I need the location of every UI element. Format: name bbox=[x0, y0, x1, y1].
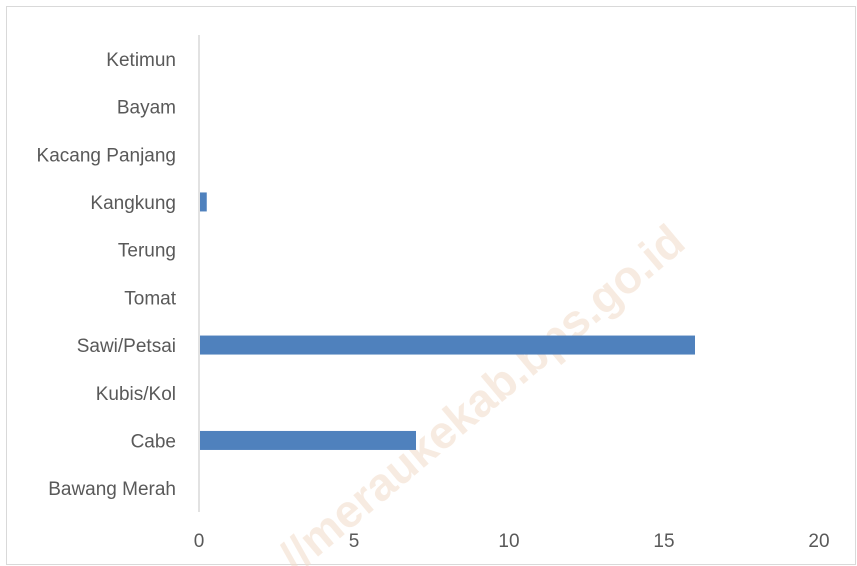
category-label-ketimun: Ketimun bbox=[106, 50, 176, 71]
category-label-kubis-kol: Kubis/Kol bbox=[96, 384, 176, 405]
x-tick-label-20: 20 bbox=[808, 531, 829, 552]
x-tick-label-0: 0 bbox=[194, 531, 205, 552]
category-label-terung: Terung bbox=[118, 241, 176, 262]
category-label-bawang-merah: Bawang Merah bbox=[48, 479, 176, 500]
bar-kangkung bbox=[200, 192, 207, 212]
x-tick-label-15: 15 bbox=[653, 531, 674, 552]
category-labels: Ketimun Bayam Kacang Panjang Kangkung Terung… bbox=[37, 50, 177, 500]
bar-cabe bbox=[200, 430, 416, 450]
bar-sawi-petsai bbox=[200, 335, 695, 355]
x-tick-label-10: 10 bbox=[498, 531, 519, 552]
category-label-bayam: Bayam bbox=[117, 98, 176, 119]
category-label-cabe: Cabe bbox=[131, 431, 176, 452]
category-label-sawi-petsai: Sawi/Petsai bbox=[77, 336, 176, 357]
category-label-kacang-panjang: Kacang Panjang bbox=[37, 145, 176, 166]
x-tick-label-5: 5 bbox=[349, 531, 360, 552]
watermark: //meraukekab.bps.go.id bbox=[269, 214, 694, 566]
category-label-tomat: Tomat bbox=[124, 288, 176, 309]
x-tick-labels: 0 5 10 15 20 bbox=[194, 531, 830, 552]
category-label-kangkung: Kangkung bbox=[90, 193, 176, 214]
bars-group bbox=[200, 192, 695, 450]
chart-frame bbox=[6, 6, 856, 565]
watermark-text: //meraukekab.bps.go.id bbox=[269, 214, 694, 566]
